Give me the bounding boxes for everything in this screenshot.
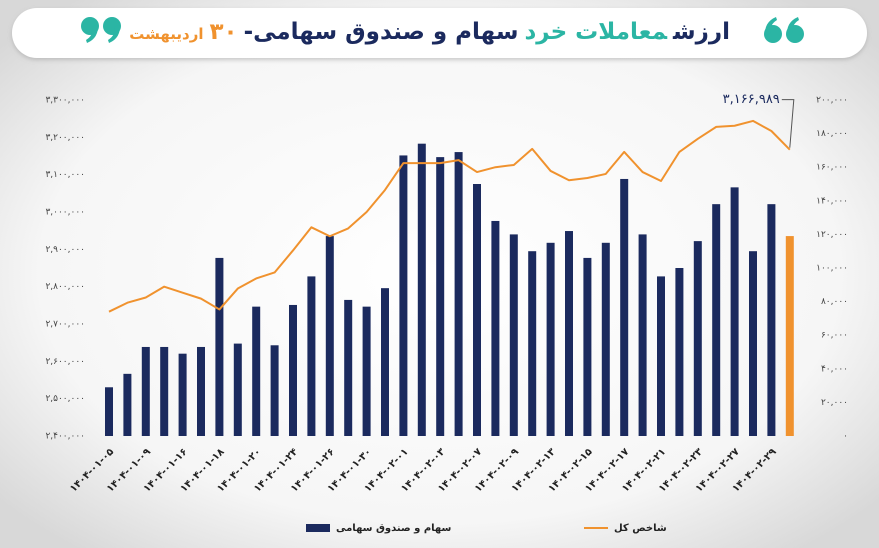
bar (454, 152, 463, 436)
y2-tick-label: ۴۰,۰۰۰ (821, 364, 848, 374)
bar (362, 306, 371, 436)
bar (730, 187, 739, 436)
bar (399, 155, 408, 436)
bar (473, 184, 481, 436)
bar (675, 268, 684, 436)
bar (785, 236, 794, 436)
y2-tick-label: ۰ (843, 432, 848, 442)
y-tick-label: ۲,۹۰۰,۰۰۰ (45, 245, 85, 255)
legend-label: سهام و صندوق سهامی (336, 523, 452, 534)
bar (601, 242, 610, 436)
bar (123, 373, 132, 436)
y-tick-label: ۳,۰۰۰,۰۰۰ (45, 208, 85, 218)
bar (509, 234, 518, 436)
bar (546, 242, 555, 436)
annotation-leader (781, 99, 795, 148)
y2-tick-label: ۱۰۰,۰۰۰ (816, 264, 848, 274)
y-tick-label: ۲,۸۰۰,۰۰۰ (45, 282, 85, 292)
y-tick-label: ۳,۱۰۰,۰۰۰ (45, 170, 85, 180)
y-tick-label: ۳,۲۰۰,۰۰۰ (45, 133, 85, 143)
bar (325, 236, 334, 436)
bar (749, 251, 757, 436)
title-part: معاملات خرد (524, 19, 668, 45)
y-tick-label: ۳,۳۰۰,۰۰۰ (45, 96, 85, 106)
legend-label: شاخص کل (614, 523, 667, 534)
y-tick-label: ۲,۵۰۰,۰۰۰ (45, 394, 85, 404)
bar (252, 306, 261, 436)
legend-swatch (306, 524, 330, 532)
y-tick-label: ۲,۷۰۰,۰۰۰ (45, 320, 85, 330)
y2-tick-label: ۱۸۰,۰۰۰ (816, 129, 848, 139)
y2-tick-label: ۱۶۰,۰۰۰ (816, 163, 848, 173)
bar (197, 346, 205, 436)
bar (491, 220, 500, 436)
bar (620, 178, 629, 436)
y-tick-label: ۲,۴۰۰,۰۰۰ (45, 432, 85, 442)
data-label: ۳,۱۶۶,۹۸۹ (723, 92, 780, 107)
bar (233, 343, 242, 436)
bar (160, 346, 169, 436)
bar (141, 346, 150, 436)
title-part: اردیبهشت (129, 25, 204, 43)
y2-tick-label: ۲۰,۰۰۰ (821, 398, 848, 408)
y2-tick-label: ۲۰۰,۰۰۰ (816, 96, 848, 106)
bar (178, 353, 187, 436)
quote-left (81, 17, 121, 43)
line (108, 119, 791, 313)
bar (638, 234, 647, 436)
bar (381, 288, 389, 436)
bar (565, 231, 573, 436)
title-part: ارزش (673, 19, 730, 45)
y-tick-label: ۲,۶۰۰,۰۰۰ (45, 357, 85, 367)
y2-tick-label: ۶۰,۰۰۰ (821, 331, 848, 341)
y2-tick-label: ۸۰,۰۰۰ (821, 297, 848, 307)
bar (657, 276, 665, 436)
y2-tick-label: ۱۴۰,۰۰۰ (816, 196, 848, 206)
bar (767, 204, 776, 436)
bar (583, 257, 592, 436)
title-bar (12, 8, 867, 58)
bar (215, 257, 224, 436)
title-part: ۳۰ (209, 19, 238, 45)
bar (344, 299, 353, 436)
y2-tick-label: ۱۲۰,۰۰۰ (816, 230, 848, 240)
bar (712, 204, 721, 436)
bar (436, 157, 445, 436)
bar (693, 241, 702, 436)
quote-right (764, 17, 804, 43)
bar (270, 345, 279, 436)
bar (528, 251, 537, 436)
bar (307, 276, 316, 436)
bar (289, 304, 297, 436)
title-part: سهام و صندوق سهامی- (243, 19, 519, 45)
bar (105, 387, 113, 436)
chart-title: ارزشمعاملات خردسهام و صندوق سهامی-۳۰ اردی… (129, 12, 730, 52)
bar (417, 143, 426, 436)
